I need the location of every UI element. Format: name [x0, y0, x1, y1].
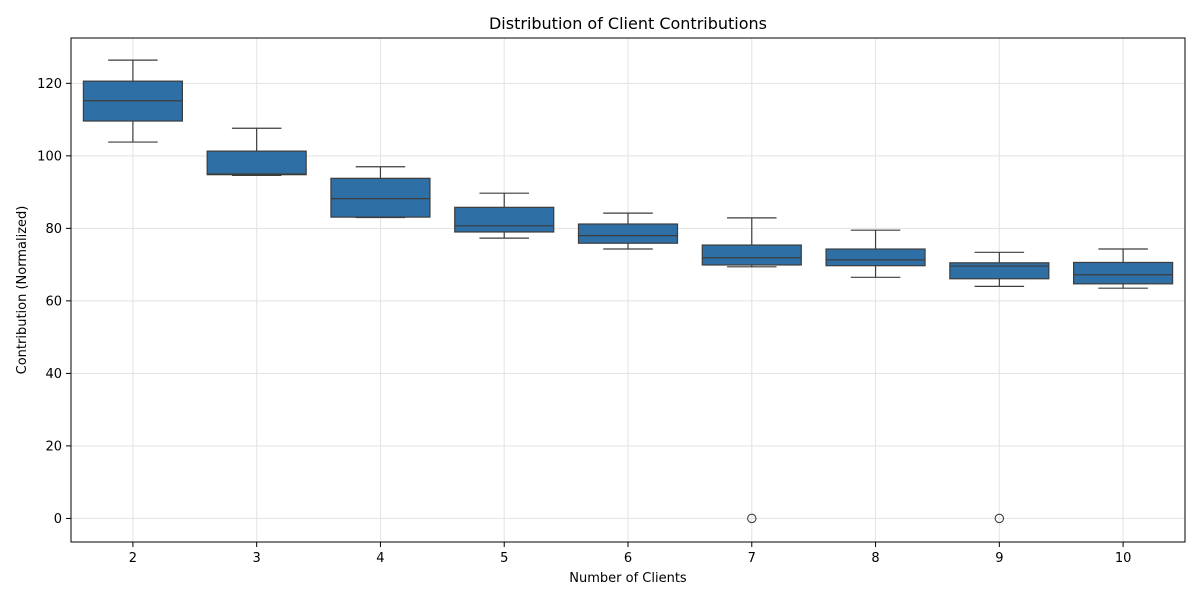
box-body — [825, 248, 926, 267]
x-tick-label: 6 — [624, 551, 632, 566]
box-body — [206, 150, 307, 176]
y-tick-label: 60 — [45, 294, 62, 309]
x-tick-label: 8 — [871, 551, 879, 566]
box-body — [949, 262, 1050, 280]
y-tick-label: 20 — [45, 439, 62, 454]
x-axis-label: Number of Clients — [569, 571, 687, 586]
chart-title: Distribution of Client Contributions — [489, 14, 767, 33]
box-group — [454, 192, 555, 239]
y-tick-label: 80 — [45, 222, 62, 237]
x-tick-label: 10 — [1115, 551, 1132, 566]
x-tick-label: 3 — [253, 551, 261, 566]
y-tick-label: 40 — [45, 367, 62, 382]
box-body — [1072, 261, 1174, 285]
x-tick-label: 5 — [500, 551, 508, 566]
box-group — [825, 229, 926, 278]
outlier-point — [747, 513, 757, 524]
y-axis-label: Contribution (Normalized) — [15, 206, 30, 375]
y-tick-label: 0 — [54, 512, 62, 527]
box-group — [949, 251, 1050, 524]
box-group — [82, 59, 184, 143]
x-tick-label: 7 — [748, 551, 756, 566]
box-group — [577, 212, 679, 250]
box-group — [330, 166, 431, 219]
grid-layer — [71, 38, 1185, 542]
x-tick-label: 4 — [376, 551, 384, 566]
box-body — [577, 223, 679, 244]
box-body — [330, 177, 431, 218]
outlier-point — [994, 513, 1005, 524]
box-body — [454, 206, 555, 233]
axis-layer: 0 20 40 60 80 100 120 2 3 4 5 6 7 8 9 10 — [37, 77, 1131, 566]
box-body — [701, 244, 802, 266]
x-tick-label: 9 — [995, 551, 1003, 566]
box-group — [701, 217, 802, 524]
box-group — [1072, 248, 1174, 289]
y-tick-label: 120 — [37, 77, 62, 92]
x-tick-label: 2 — [129, 551, 137, 566]
box-layer — [82, 59, 1174, 524]
box-group — [206, 127, 307, 177]
y-tick-label: 100 — [37, 149, 62, 164]
